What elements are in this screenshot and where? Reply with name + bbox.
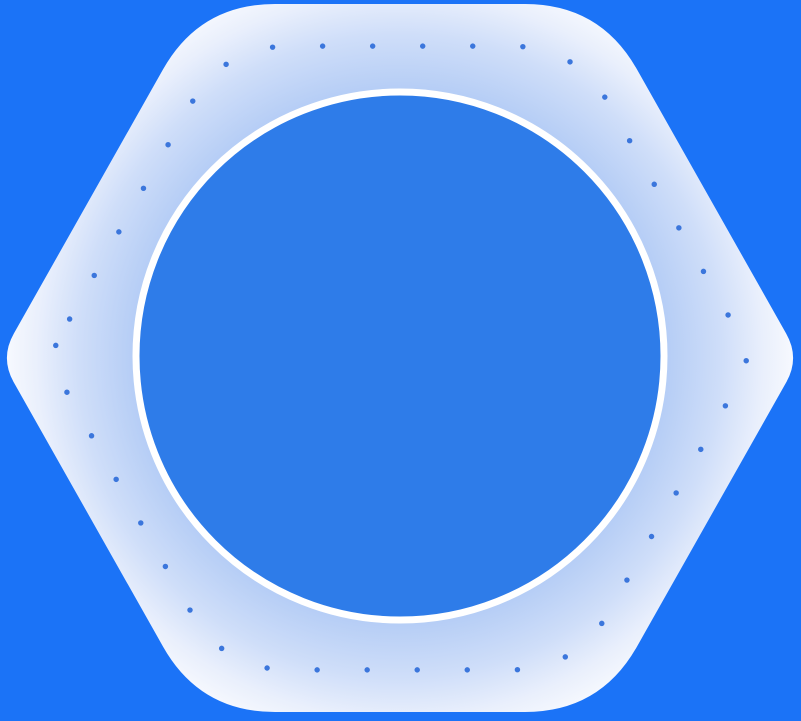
center-circle: [132, 88, 668, 624]
